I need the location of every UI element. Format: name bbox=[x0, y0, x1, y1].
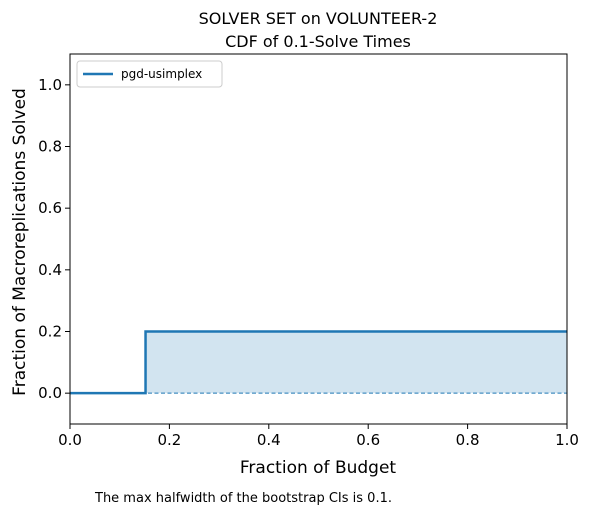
axes-frame bbox=[69, 53, 568, 425]
x-tick-label: 1.0 bbox=[555, 431, 579, 449]
legend: pgd-usimplex bbox=[76, 60, 223, 88]
y-tick-label: 1.0 bbox=[38, 76, 62, 94]
series-line-pgd-usimplex bbox=[70, 330, 567, 395]
y-tick-label: 0.6 bbox=[38, 199, 62, 217]
legend-box bbox=[76, 60, 223, 88]
y-tick-label: 0.8 bbox=[38, 138, 62, 156]
y-axis: 0.0 0.2 0.4 0.6 0.8 1.0 bbox=[38, 76, 70, 402]
y-tick-label: 0.0 bbox=[38, 384, 62, 402]
x-axis: 0.0 0.2 0.4 0.6 0.8 1.0 bbox=[58, 424, 579, 449]
x-tick-label: 0.4 bbox=[257, 431, 281, 449]
chart-title: SOLVER SET on VOLUNTEER-2 bbox=[199, 9, 438, 28]
legend-label-pgd-usimplex: pgd-usimplex bbox=[121, 67, 202, 81]
x-tick-label: 0.2 bbox=[157, 431, 181, 449]
x-tick-label: 0.6 bbox=[356, 431, 380, 449]
chart-subtitle: CDF of 0.1-Solve Times bbox=[225, 32, 411, 51]
y-tick-label: 0.2 bbox=[38, 323, 62, 341]
x-tick-label: 0.0 bbox=[58, 431, 82, 449]
bootstrap-footnote: The max halfwidth of the bootstrap CIs i… bbox=[94, 491, 392, 506]
x-axis-label: Fraction of Budget bbox=[240, 458, 397, 478]
ci-band-pgd-usimplex bbox=[70, 331, 567, 394]
x-tick-label: 0.8 bbox=[456, 431, 480, 449]
y-tick-label: 0.4 bbox=[38, 261, 62, 279]
y-axis-label: Fraction of Macroreplications Solved bbox=[10, 88, 30, 396]
